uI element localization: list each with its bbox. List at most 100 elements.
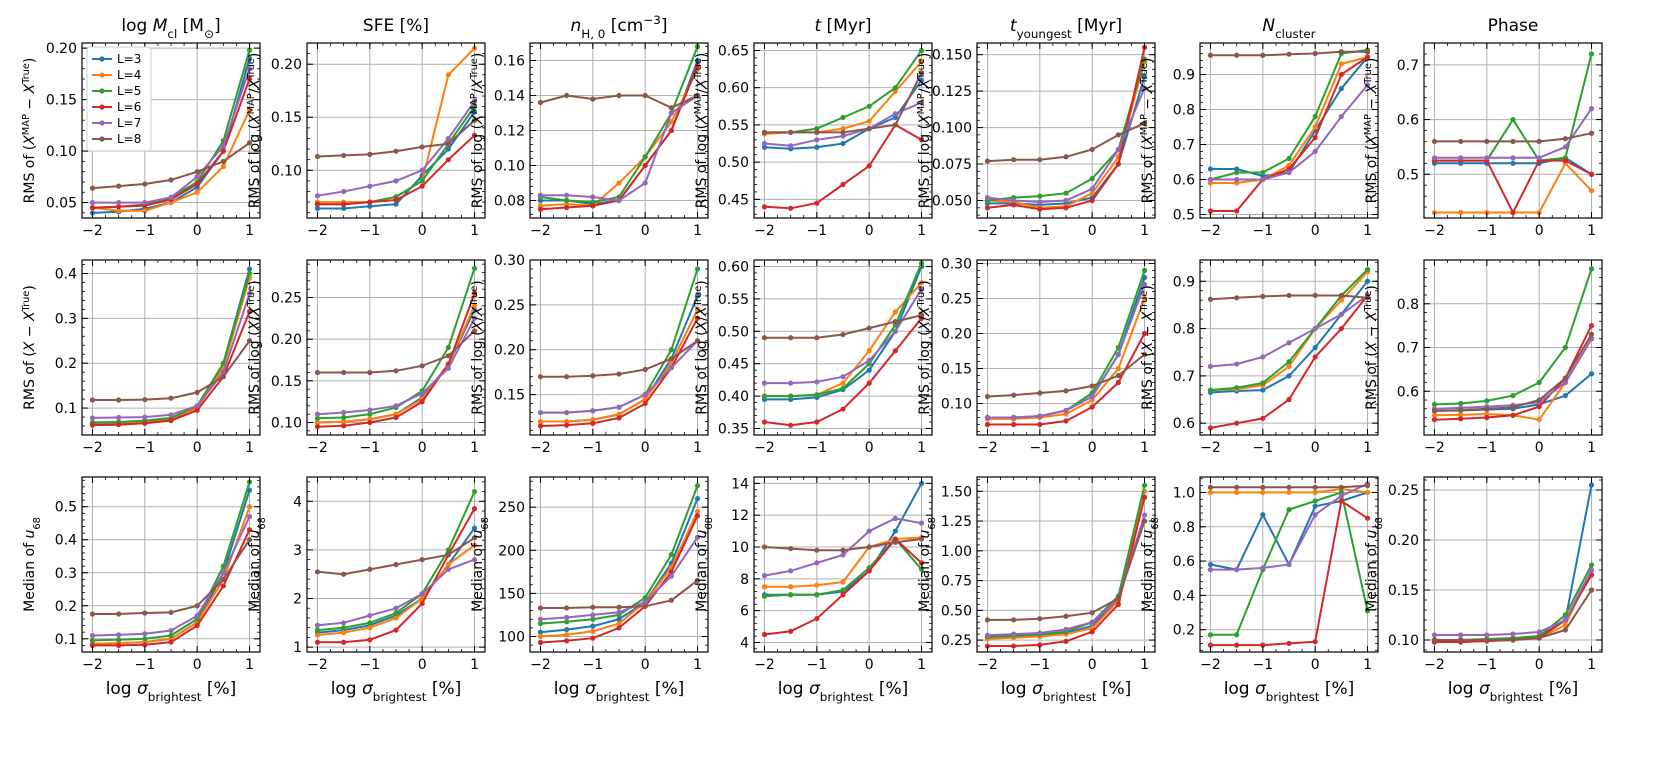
y-tick-label: 0.8	[1173, 520, 1195, 536]
data-point	[1588, 130, 1595, 136]
data-point	[1234, 385, 1240, 391]
data-point	[590, 612, 596, 618]
data-point	[367, 407, 373, 413]
data-point	[590, 604, 596, 610]
x-tick-label: −1	[1030, 440, 1051, 456]
data-point	[367, 612, 373, 619]
data-point	[246, 270, 253, 277]
data-point	[761, 204, 768, 210]
data-point	[918, 286, 925, 292]
series-L=8	[314, 328, 478, 376]
data-point	[892, 528, 898, 534]
x-tick-label: 0	[193, 223, 202, 239]
x-axis-label: log σbrightest [%]	[106, 679, 237, 704]
axes-frame	[1199, 42, 1379, 219]
data-point	[367, 203, 373, 209]
data-point	[220, 374, 226, 380]
series-line	[987, 58, 1146, 202]
series-L=4	[761, 280, 925, 399]
x-tick-label: 1	[917, 223, 926, 239]
data-point	[866, 118, 872, 124]
data-point	[1484, 398, 1490, 404]
data-point	[1037, 390, 1043, 396]
data-point	[1588, 171, 1595, 177]
data-point	[341, 423, 347, 429]
y-tick-label: 0.15	[271, 374, 302, 390]
x-axis-label: log σbrightest [%]	[554, 679, 685, 704]
series-L=6	[984, 330, 1148, 428]
data-point	[564, 619, 570, 625]
y-tick-label: 1.50	[941, 484, 972, 500]
x-tick-label: −2	[1200, 223, 1221, 239]
data-point	[1458, 138, 1464, 145]
y-axis-label: RMS of log (XMAP/XTrue)	[246, 53, 264, 209]
series-L=8	[537, 338, 701, 380]
data-point	[168, 609, 174, 615]
data-point	[1364, 266, 1371, 273]
series-L=7	[537, 534, 701, 622]
data-point	[761, 335, 768, 341]
data-point	[1484, 155, 1490, 161]
y-tick-label: 0.3	[55, 311, 77, 327]
data-point	[341, 201, 347, 207]
y-tick-label: 1	[293, 640, 302, 656]
data-point	[1536, 629, 1542, 635]
legend-marker	[99, 88, 105, 94]
series-L=6	[984, 44, 1148, 212]
data-point	[194, 622, 200, 629]
y-tick-label: 0.1	[55, 401, 77, 417]
data-point	[1089, 629, 1095, 635]
data-point	[393, 178, 399, 184]
y-axis-label: RMS of log (X/XTrue)	[693, 280, 711, 415]
data-point	[1234, 420, 1240, 426]
data-point	[116, 397, 122, 403]
x-tick-label: 0	[1088, 657, 1097, 673]
data-point	[1562, 157, 1568, 164]
y-tick-label: 0.6	[1173, 416, 1195, 432]
data-point	[168, 639, 174, 645]
data-point	[1207, 176, 1214, 183]
data-point	[1562, 617, 1568, 623]
series-line	[1210, 499, 1369, 647]
data-point	[1234, 295, 1240, 301]
data-point	[1458, 416, 1464, 422]
series-L=6	[1207, 498, 1371, 648]
y-axis-label: RMS of (X − XTrue)	[1363, 285, 1381, 410]
panel-r0-c4: −2 −1 0 1 0.050 0.075 0.100 0.125 0.150 tyoungest…	[916, 16, 1156, 239]
y-tick-label: 0.1	[55, 632, 77, 648]
x-tick-label: 1	[1140, 440, 1149, 456]
data-point	[668, 119, 674, 125]
series-line	[92, 539, 251, 615]
series-L=5	[984, 56, 1148, 204]
x-tick-label: −2	[307, 440, 328, 456]
y-tick-label: 0.8	[1173, 322, 1195, 338]
data-point	[1286, 506, 1292, 513]
data-point	[694, 293, 701, 299]
data-point	[220, 360, 226, 366]
data-point	[761, 380, 768, 386]
y-tick-label: 0.4	[55, 266, 77, 282]
data-point	[694, 508, 701, 515]
data-point	[393, 148, 399, 154]
data-point	[814, 379, 820, 385]
data-point	[537, 192, 544, 198]
x-tick-label: 0	[1088, 223, 1097, 239]
data-point	[788, 568, 794, 574]
data-point	[1089, 190, 1095, 196]
x-axis-label: log σbrightest [%]	[1001, 679, 1132, 704]
x-tick-label: 1	[470, 440, 479, 456]
panel-r1-c0: −2 −1 0 1 0.1 0.2 0.3 0.4 RMS of (X − XTrue)	[21, 259, 261, 456]
data-point	[246, 140, 253, 146]
x-tick-label: 0	[418, 223, 427, 239]
data-point	[314, 622, 321, 628]
data-point	[866, 348, 872, 354]
y-tick-label: 0.30	[494, 253, 525, 269]
data-point	[1234, 52, 1240, 58]
data-point	[1260, 293, 1266, 300]
x-tick-label: 0	[1535, 657, 1544, 673]
x-tick-label: −2	[307, 657, 328, 673]
data-point	[445, 566, 451, 572]
data-point	[314, 153, 321, 160]
y-tick-label: 0.5	[1173, 208, 1195, 224]
